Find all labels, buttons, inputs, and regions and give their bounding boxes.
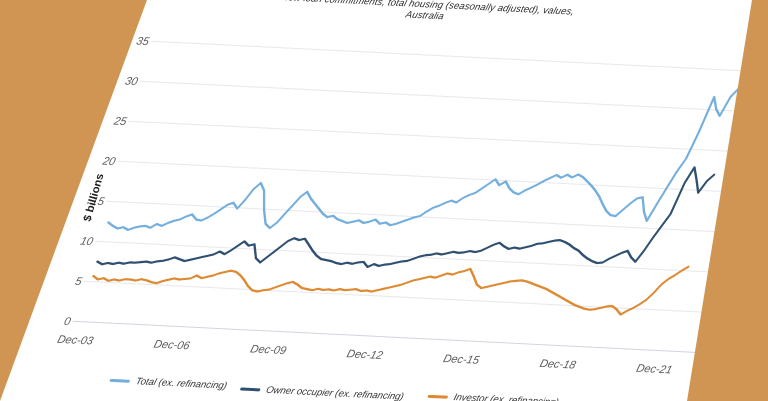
- gridline-y-30: [139, 80, 768, 117]
- series-line-total: [107, 88, 740, 231]
- gridline-y-15: [106, 200, 768, 237]
- y-tick-20: 20: [100, 156, 117, 168]
- y-tick-0: 0: [63, 316, 73, 328]
- legend-swatch-owner-occupier: [239, 387, 261, 392]
- legend-swatch-investor: [427, 394, 449, 399]
- y-tick-10: 10: [79, 236, 95, 248]
- gridline-y-35: [150, 40, 768, 77]
- x-tick-Dec-09: Dec-09: [249, 344, 288, 358]
- x-tick-Dec-06: Dec-06: [152, 339, 191, 353]
- x-tick-Dec-21: Dec-21: [635, 363, 674, 377]
- x-tick-Dec-12: Dec-12: [345, 348, 384, 362]
- y-tick-15: 15: [90, 196, 106, 208]
- gridline-y-25: [128, 120, 768, 157]
- series-line-investor: [92, 265, 690, 316]
- x-tick-Dec-18: Dec-18: [538, 358, 577, 372]
- gridline-y-20: [117, 160, 768, 197]
- y-tick-5: 5: [74, 276, 84, 288]
- x-tick-Dec-15: Dec-15: [442, 353, 481, 367]
- gridline-y-0: [72, 320, 767, 357]
- x-tick-Dec-03: Dec-03: [56, 334, 95, 348]
- gridline-y-5: [83, 280, 768, 317]
- series-line-owner-occupier: [96, 166, 716, 269]
- legend-swatch-total: [109, 378, 131, 383]
- y-tick-35: 35: [135, 36, 151, 48]
- y-tick-30: 30: [124, 76, 140, 88]
- y-tick-25: 25: [111, 116, 128, 128]
- gridline-y-10: [94, 240, 768, 277]
